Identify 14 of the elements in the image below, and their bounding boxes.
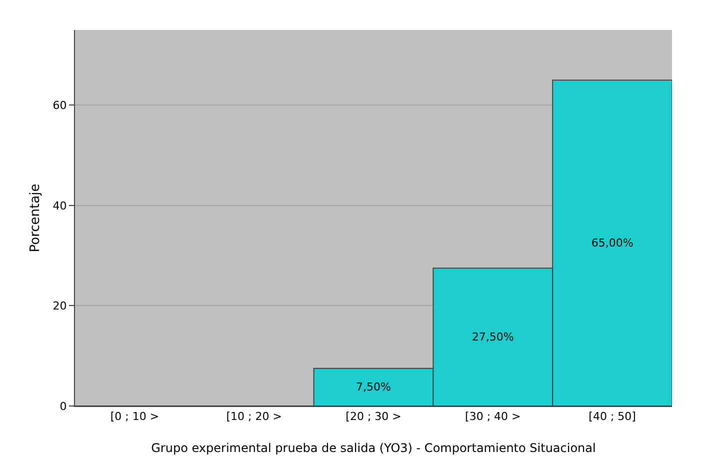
y-tick-label: 0 <box>60 400 67 413</box>
y-tick-label: 20 <box>52 300 67 313</box>
y-axis-title: Porcentaje <box>28 184 43 252</box>
x-tick-label: [0 ; 10 > <box>110 410 160 424</box>
data-label: 7,50% <box>356 380 391 394</box>
x-tick-label: [30 ; 40 > <box>465 410 521 424</box>
x-tick-label: [10 ; 20 > <box>226 410 282 424</box>
y-tick-label: 40 <box>52 199 67 212</box>
y-tick-label: 60 <box>52 99 67 112</box>
x-tick-label: [20 ; 30 > <box>346 410 402 424</box>
data-label: 65,00% <box>591 236 634 250</box>
x-tick-label: [40 ; 50] <box>588 410 636 424</box>
data-label: 27,50% <box>472 330 514 344</box>
x-axis-title: Grupo experimental prueba de salida (YO3) - Comportamiento Situacional <box>151 441 596 455</box>
